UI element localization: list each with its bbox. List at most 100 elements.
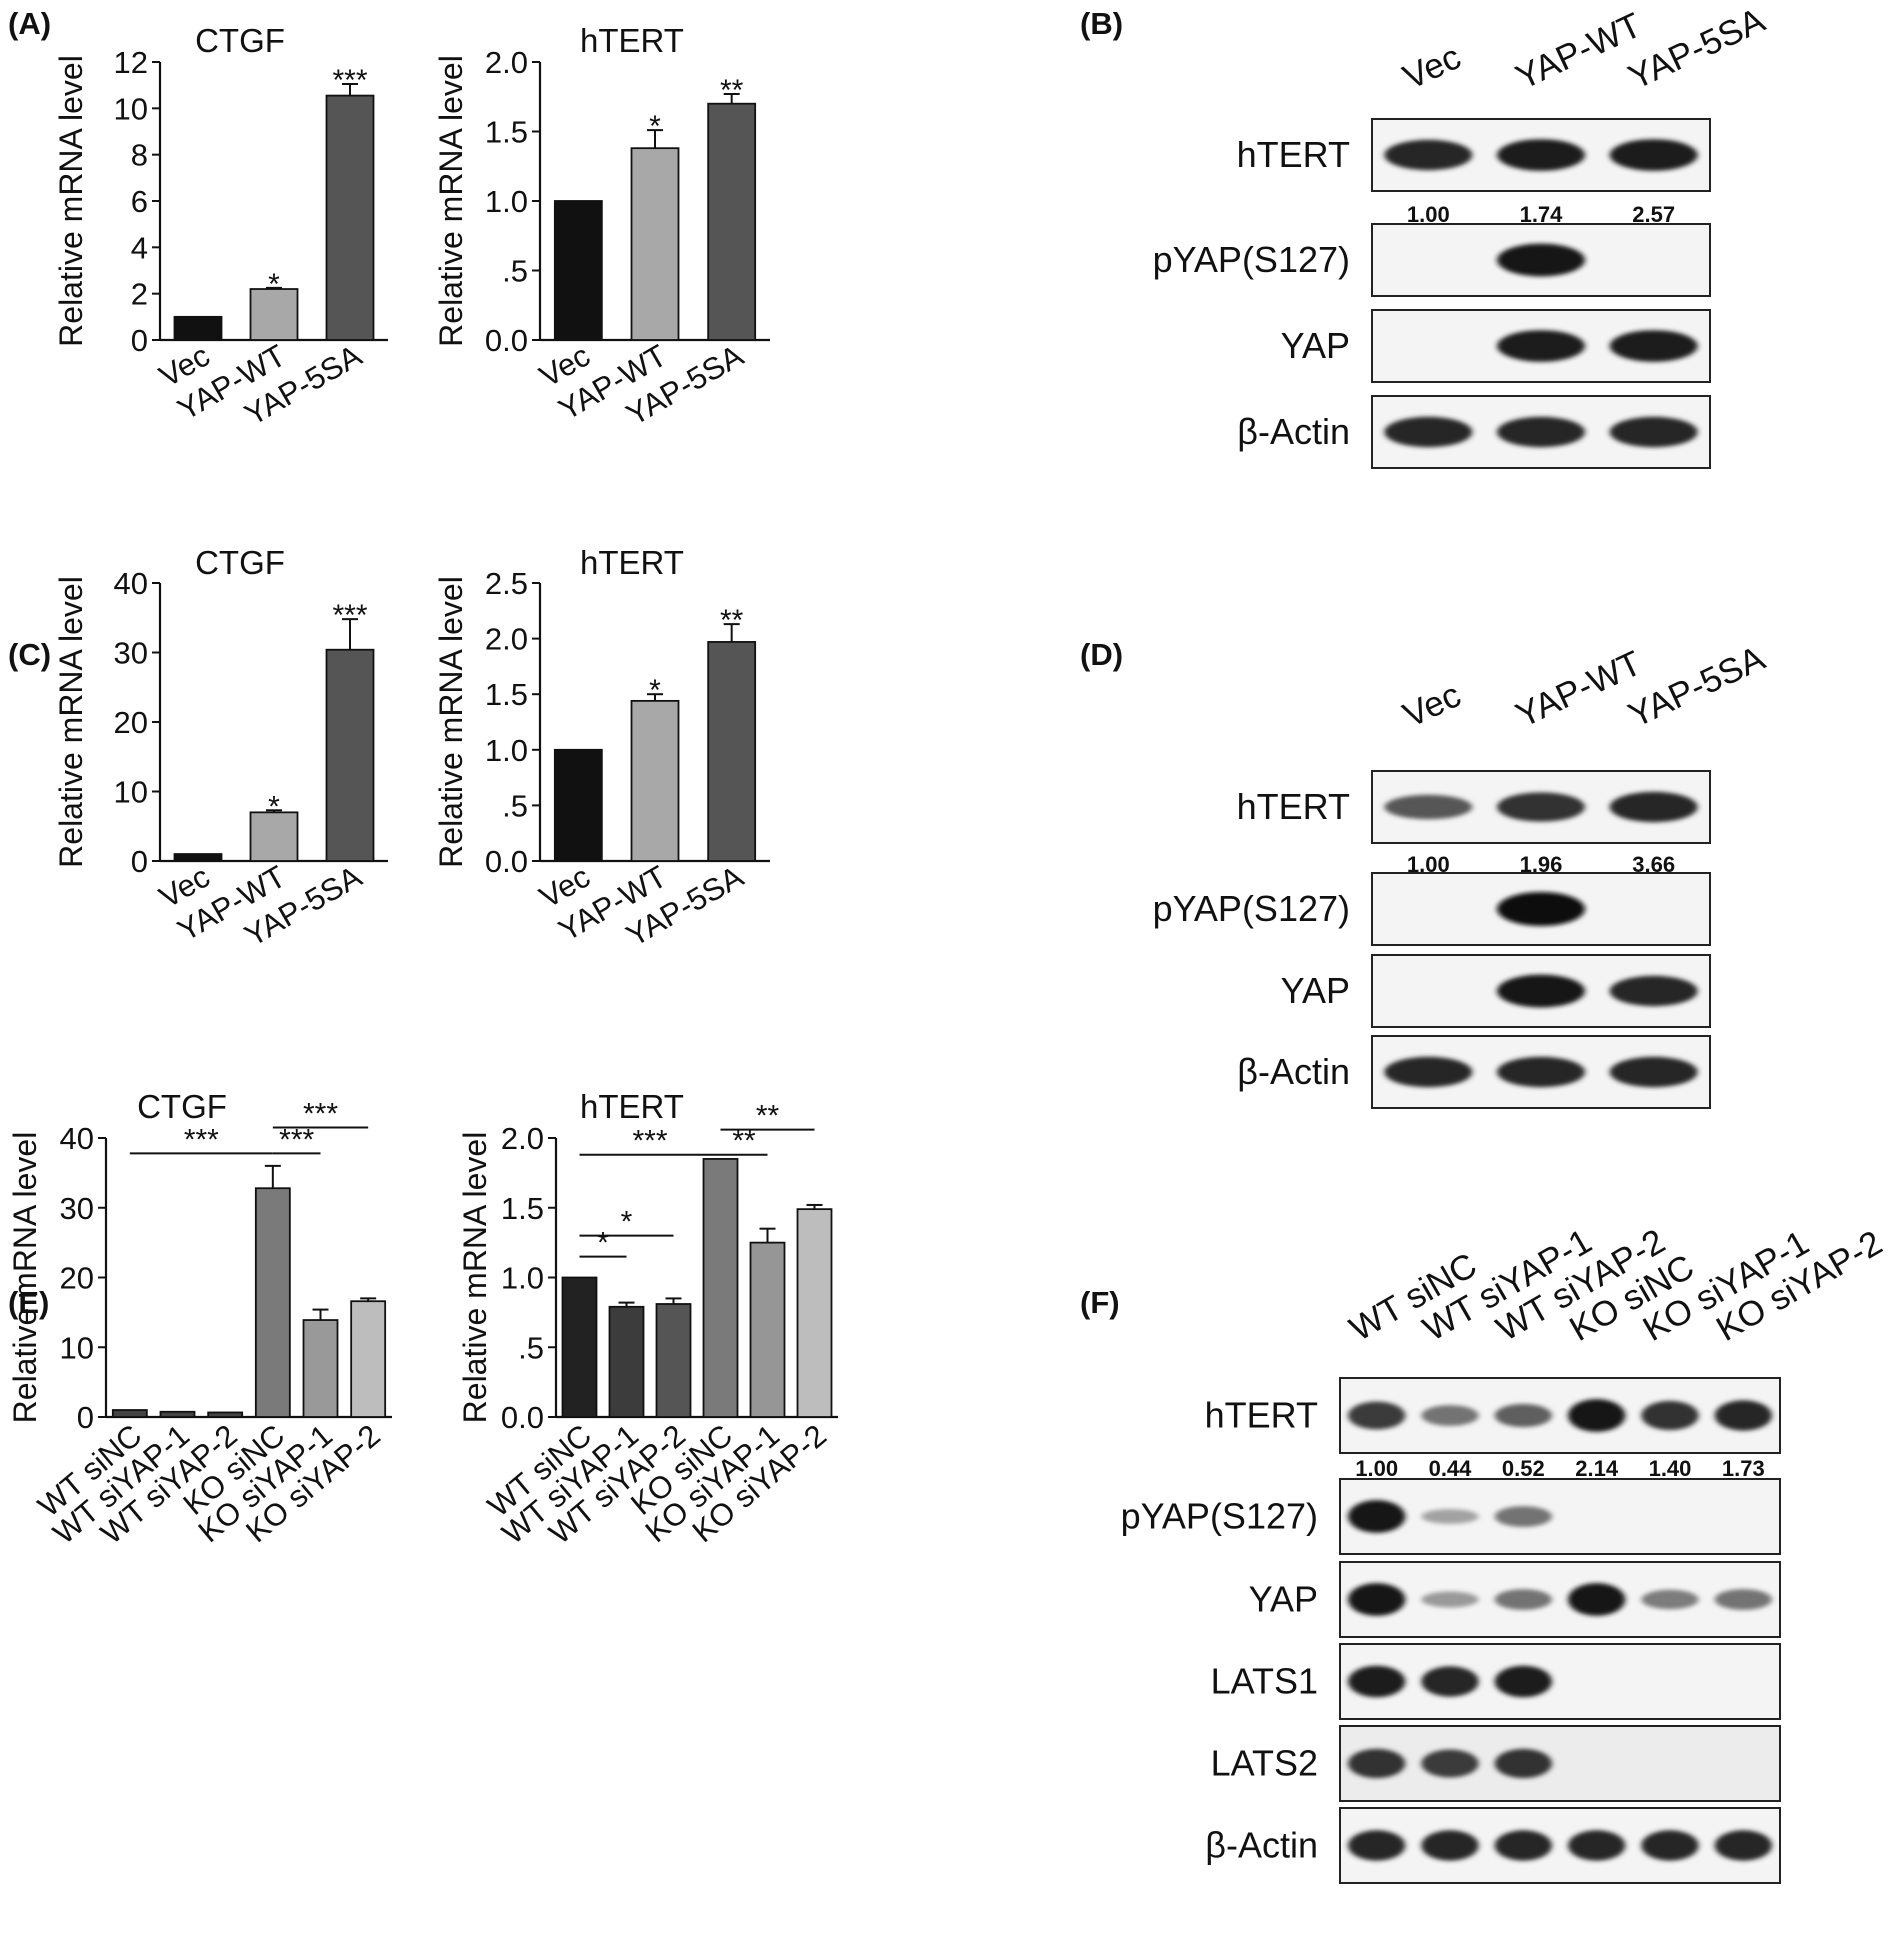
blot-band (1494, 1748, 1552, 1779)
panel-label-a: (A) (8, 6, 51, 41)
chart-title: CTGF (195, 22, 285, 59)
significance-label: * (268, 268, 280, 301)
bar (553, 200, 603, 341)
y-axis-label: Relative mRNA level (457, 1132, 493, 1424)
blot-band (1348, 1401, 1406, 1430)
blot-band (1641, 1589, 1699, 1610)
y-tick-label: 0.0 (501, 1400, 544, 1435)
bar (630, 147, 680, 341)
y-axis-label: Relative mRNA level (7, 1132, 43, 1424)
bar (707, 641, 757, 862)
blot-row: hTERT (1237, 118, 1711, 192)
bar (207, 1411, 244, 1418)
blot-row: β-Actin (1237, 1035, 1711, 1109)
blot-band (1641, 1830, 1699, 1861)
blot-band (1609, 791, 1698, 823)
bracket-label: *** (632, 1125, 667, 1158)
bracket-label: *** (279, 1123, 314, 1156)
chart-c-htert: 0.0 .5 1.0 1.5 2.0 2.5 hTERT Relative mRNA leve… (433, 544, 770, 953)
blot-band (1348, 1500, 1406, 1533)
y-tick-label: 1.5 (485, 115, 528, 150)
bracket-label: * (621, 1206, 633, 1239)
bar (302, 1319, 339, 1418)
panel-label-f: (F) (1080, 1285, 1120, 1320)
blot-band (1609, 330, 1698, 362)
significance-label: ** (720, 74, 744, 107)
bracket-label: *** (303, 1098, 338, 1131)
blot-band (1421, 1830, 1479, 1861)
blot-membrane (1339, 1807, 1781, 1884)
blot-band (1421, 1749, 1479, 1778)
blot-band (1421, 1666, 1479, 1697)
lane-label: Vec (1397, 675, 1466, 735)
blot-row-label: pYAP(S127) (1153, 239, 1350, 280)
blot-band (1568, 1399, 1626, 1432)
y-axis-label: Relative mRNA level (53, 55, 89, 347)
band-quantification: 2.57 (1632, 202, 1675, 227)
band-quantification: 1.73 (1722, 1456, 1765, 1481)
lane-label: YAP-5SA (1623, 0, 1772, 97)
band-quantification: 1.00 (1355, 1456, 1398, 1481)
band-quantification: 0.52 (1502, 1456, 1545, 1481)
blot-band (1348, 1830, 1406, 1861)
blot-row: hTERT (1205, 1377, 1781, 1454)
blot-band (1384, 416, 1473, 448)
panel-label-d: (D) (1080, 637, 1123, 672)
significance-label: * (649, 674, 661, 707)
y-tick-label: 40 (114, 566, 148, 601)
band-quantification: 1.40 (1649, 1456, 1692, 1481)
blot-band (1714, 1830, 1772, 1861)
lane-label: YAP-WT (1510, 643, 1647, 735)
blot-row-label: LATS2 (1211, 1743, 1318, 1784)
panel-label-b: (B) (1080, 6, 1123, 41)
blot-band (1497, 243, 1585, 277)
bar (707, 102, 757, 341)
bar (553, 748, 603, 862)
blot-band (1497, 416, 1585, 448)
band-quantification: 2.14 (1575, 1456, 1619, 1481)
chart-title: hTERT (580, 544, 684, 581)
y-tick-label: .5 (502, 254, 528, 289)
blot-band (1609, 975, 1698, 1007)
blot-row: YAP (1281, 309, 1711, 383)
y-tick-label: 6 (131, 184, 148, 219)
band-quantification: 0.44 (1429, 1456, 1473, 1481)
y-tick-label: 2 (131, 277, 148, 312)
blot-band (1494, 1589, 1552, 1610)
y-tick-label: 2.0 (501, 1121, 544, 1156)
panel-label-e: (E) (8, 1285, 49, 1320)
blot-band (1497, 792, 1585, 822)
blot-row-label: pYAP(S127) (1121, 1496, 1318, 1537)
y-tick-label: 0 (77, 1400, 94, 1435)
blot-band (1497, 974, 1585, 1008)
blot-band (1497, 139, 1585, 171)
y-tick-label: 0.0 (485, 844, 528, 879)
bar (749, 1241, 786, 1418)
bar (173, 315, 223, 341)
y-tick-label: 10 (60, 1330, 94, 1365)
bar (159, 1410, 196, 1418)
blot-band (1641, 1400, 1699, 1431)
y-tick-label: 30 (114, 636, 148, 671)
blot-band (1609, 416, 1698, 448)
blot-row: hTERT (1237, 770, 1711, 844)
bar (655, 1303, 692, 1418)
blot-band (1384, 139, 1473, 171)
bracket-label: ** (732, 1125, 756, 1158)
significance-label: *** (332, 599, 367, 632)
bar (630, 699, 680, 862)
blot-band (1421, 1509, 1479, 1524)
y-tick-label: .5 (502, 788, 528, 823)
y-tick-label: 1.0 (485, 184, 528, 219)
blot-row-label: LATS1 (1211, 1661, 1318, 1702)
blot-membrane (1339, 1377, 1781, 1454)
blot-band (1494, 1665, 1552, 1698)
blot-membrane (1339, 1478, 1781, 1555)
bracket-label: * (597, 1227, 609, 1260)
blot-row: pYAP(S127) (1121, 1478, 1781, 1555)
significance-label: *** (332, 64, 367, 97)
